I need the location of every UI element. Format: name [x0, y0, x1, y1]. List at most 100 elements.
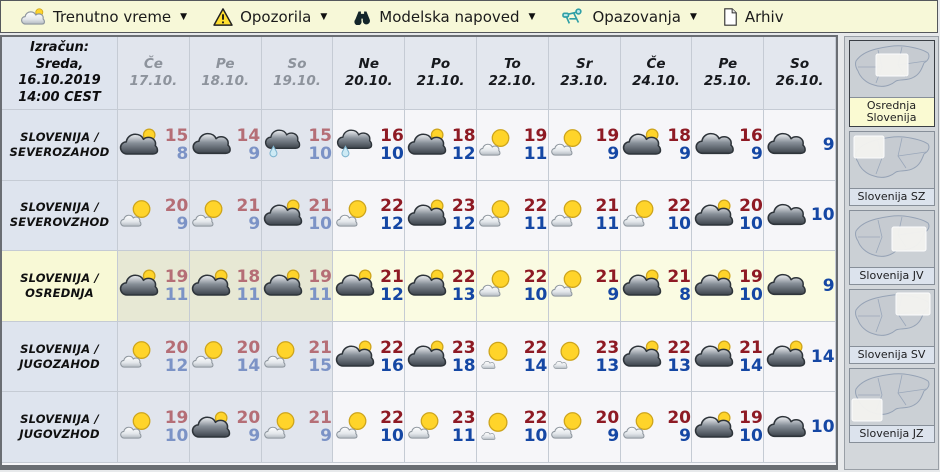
high-temp: 19	[739, 266, 763, 287]
chevron-down-icon: ▼	[320, 11, 328, 22]
low-temp: 9	[679, 143, 691, 164]
forecast-cell: 23 11	[405, 392, 477, 463]
sun-cloud-icon	[262, 410, 304, 445]
region-map-slovenija-sv[interactable]: Slovenija SV	[848, 289, 935, 364]
cloudy-icon	[190, 127, 232, 162]
weather-icon	[20, 7, 46, 27]
high-temp: 21	[308, 408, 332, 429]
region-label-line: OSREDNJA	[25, 285, 94, 300]
menu-item-label: Modelska napoved	[379, 7, 520, 26]
high-temp: 16	[739, 125, 763, 146]
low-temp: 12	[451, 214, 476, 235]
low-temp: 14	[810, 346, 835, 367]
forecast-cell: 23 12	[405, 180, 477, 252]
run-info-line: Izračun:	[29, 40, 89, 55]
low-temp: 10	[523, 284, 548, 305]
low-temp: 9	[607, 284, 620, 305]
menu-item-modelska-napoved[interactable]: Modelska napoved ▼	[340, 1, 548, 32]
low-temp: 14	[523, 355, 548, 376]
forecast-cell: 19 11	[477, 110, 549, 181]
day-abbrev: Po	[431, 56, 451, 72]
low-temp: 13	[595, 355, 620, 376]
slovenia-map-thumbnail	[849, 41, 934, 97]
day-date: 24.10.	[632, 73, 680, 89]
forecast-cell: 22 13	[620, 321, 693, 393]
high-temp: 22	[380, 408, 404, 429]
high-temp: 21	[308, 337, 332, 358]
day-abbrev: So	[790, 56, 810, 72]
day-abbrev: So	[287, 56, 307, 72]
region-map-slovenija-sz[interactable]: Slovenija SZ	[848, 131, 935, 206]
forecast-grid: Izračun: Sreda, 16.10.2019 14:00 CEST Če 17.1…	[2, 37, 836, 463]
region-map-label: Osrednja Slovenija	[849, 97, 934, 126]
cloud-sun-icon	[693, 268, 735, 303]
high-temp: 18	[451, 125, 476, 146]
region-map-slovenija-jz[interactable]: Slovenija JZ	[848, 368, 935, 443]
forecast-cell: 18 9	[620, 110, 693, 181]
day-date: 26.10.	[775, 73, 824, 89]
high-temp: 23	[451, 196, 476, 217]
forecast-cell: 19 11	[118, 251, 190, 322]
high-temp: 22	[380, 337, 404, 358]
region-label-line: SEVEROZAHOD	[9, 144, 110, 159]
low-temp: 11	[164, 284, 189, 305]
high-temp: 20	[667, 408, 691, 429]
forecast-cell: 22 10	[333, 392, 406, 463]
low-temp: 16	[380, 355, 404, 376]
region-label-line: SLOVENIJA /	[20, 129, 99, 144]
forecast-cell: 21 15	[261, 321, 334, 393]
sun-cloud-icon	[190, 198, 232, 233]
forecast-cell: 20 12	[118, 321, 190, 393]
forecast-cell: 23 13	[548, 321, 621, 393]
low-temp: 10	[667, 214, 691, 235]
forecast-cell: 20 9	[189, 392, 262, 463]
sun-icon	[549, 339, 591, 374]
sun-cloud-icon	[118, 339, 160, 374]
region-map-slovenija-jv[interactable]: Slovenija JV	[848, 210, 935, 285]
forecast-cell: 21 9	[548, 251, 621, 322]
cloud-sun-icon	[693, 198, 735, 233]
day-abbrev: Ne	[358, 56, 380, 72]
low-temp: 14	[236, 355, 261, 376]
cloud-sun-icon	[406, 127, 448, 162]
region-label-line: SEVEROVZHOD	[9, 215, 110, 230]
low-temp: 10	[523, 426, 548, 447]
region-row-label-severozahod: SLOVENIJA / SEVEROZAHOD	[2, 110, 118, 181]
low-temp: 14	[739, 355, 763, 376]
region-row-label-osrednja: SLOVENIJA / OSREDNJA	[2, 251, 118, 322]
cloudy-icon	[765, 268, 807, 303]
high-temp: 22	[523, 196, 548, 217]
cloud-sun-icon	[262, 268, 304, 303]
low-temp: 9	[248, 426, 261, 447]
menu-item-opazovanja[interactable]: Opazovanja ▼	[548, 1, 709, 32]
cloud-sun-icon	[406, 339, 448, 374]
region-label-line: JUGOZAHOD	[19, 356, 100, 371]
forecast-cell: 22 11	[477, 180, 549, 252]
high-temp: 21	[595, 196, 620, 217]
forecast-cell: 21 10	[261, 180, 334, 252]
cloud-sun-icon	[118, 127, 160, 162]
menu-bar: Trenutno vreme ▼ Opozorila ▼ Modelska napove…	[0, 0, 938, 33]
cloudy-icon	[693, 127, 735, 162]
low-temp: 10	[739, 284, 763, 305]
cloud-sun-icon	[406, 268, 448, 303]
high-temp: 20	[739, 196, 763, 217]
sun-cloud-icon	[334, 198, 376, 233]
menu-item-arhiv[interactable]: Arhiv	[710, 1, 797, 32]
chevron-down-icon: ▼	[180, 11, 188, 22]
region-label-line: SLOVENIJA /	[20, 200, 99, 215]
warning-icon	[213, 7, 233, 26]
region-map-osrednja-slovenija[interactable]: Osrednja Slovenija	[848, 40, 935, 127]
high-temp: 20	[236, 408, 261, 429]
forecast-cell: 14 9	[189, 110, 262, 181]
day-header-ne-20-10: Ne 20.10.	[333, 37, 406, 110]
low-temp: 15	[308, 355, 332, 376]
menu-item-label: Trenutno vreme	[53, 7, 172, 26]
menu-item-opozorila[interactable]: Opozorila ▼	[200, 1, 340, 32]
sun-cloud-icon	[477, 268, 519, 303]
menu-item-trenutno-vreme[interactable]: Trenutno vreme ▼	[7, 1, 200, 32]
high-temp: 20	[595, 408, 620, 429]
run-info-line: Sreda,	[35, 56, 84, 72]
low-temp: 8	[679, 284, 691, 305]
cloud-sun-icon	[621, 127, 663, 162]
